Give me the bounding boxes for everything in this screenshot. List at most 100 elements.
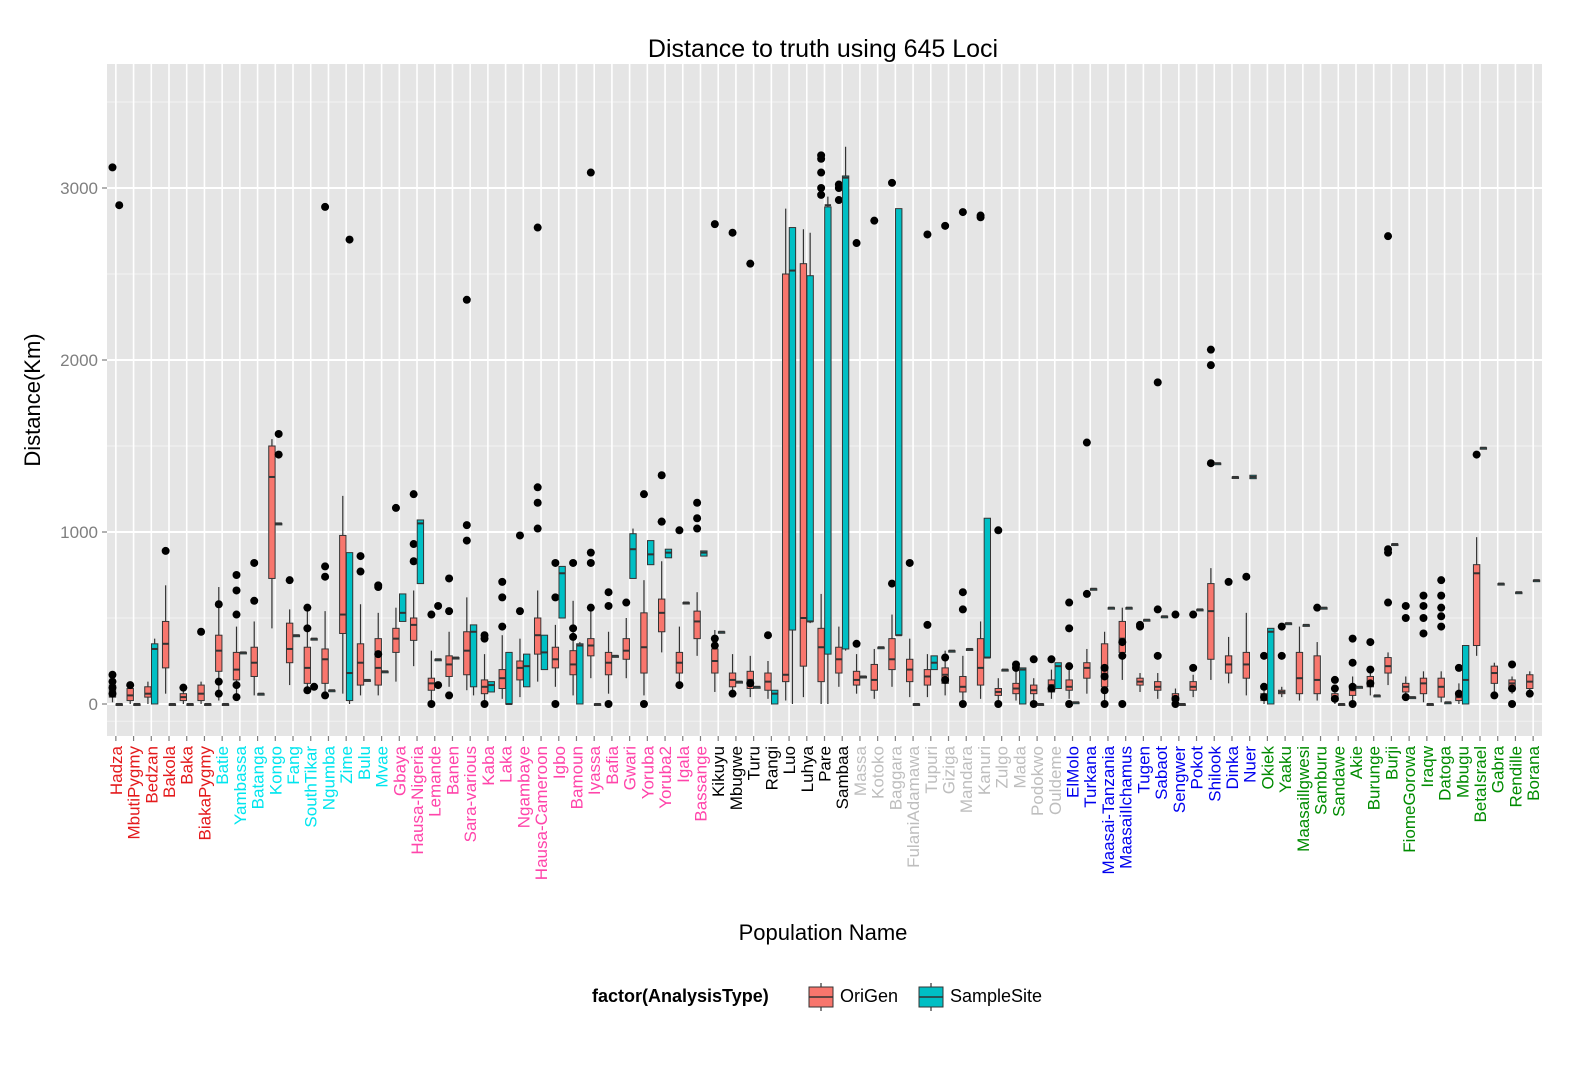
legend-title: factor(AnalysisType) <box>592 986 769 1006</box>
outlier-point <box>1277 651 1286 660</box>
box-SampleSite-Bafia <box>611 654 619 658</box>
x-tick-label: Banen <box>443 746 462 795</box>
box-SampleSite-Luhya <box>806 232 814 624</box>
outlier-point <box>923 230 932 239</box>
outlier-point <box>1047 655 1056 664</box>
outlier-point <box>994 526 1003 535</box>
box-OriGen-Mbugwe <box>728 228 737 698</box>
outlier-point <box>1313 603 1322 612</box>
outlier-point <box>115 201 124 210</box>
box-OriGen-Samburu <box>1313 603 1322 701</box>
x-tick-label: Rendille <box>1506 746 1525 807</box>
box-OriGen-MbutiPygmy <box>126 681 135 704</box>
box-OriGen-Kikuyu <box>710 220 719 692</box>
box-SampleSite-Mvae <box>381 670 389 674</box>
box-body <box>647 540 655 566</box>
outlier-point <box>958 208 967 217</box>
outlier-point <box>870 216 879 225</box>
x-tick-label: Fang <box>284 746 303 785</box>
box-SampleSite-Tugen <box>1143 618 1151 622</box>
outlier-point <box>586 603 595 612</box>
box-OriGen-MaasaiIlchamus <box>1118 607 1127 708</box>
x-tick-label: Ngambaye <box>514 746 533 828</box>
chart-title: Distance to truth using 645 Loci <box>648 35 998 63</box>
box-SampleSite-Datoga <box>1444 701 1452 705</box>
x-tick-label: Hadza <box>107 745 126 795</box>
box-body <box>1490 665 1499 684</box>
box-OriGen-Ouldeme <box>1047 655 1056 699</box>
outlier-point <box>214 677 223 686</box>
outlier-point <box>887 178 896 187</box>
outlier-point <box>498 593 507 602</box>
box-OriGen-Igala <box>675 526 684 690</box>
outlier-point <box>1419 601 1428 610</box>
box-OriGen-Sabaot <box>1153 378 1162 699</box>
outlier-point <box>409 490 418 499</box>
outlier-point <box>657 517 666 526</box>
outlier-point <box>108 677 117 686</box>
outlier-point <box>515 531 524 540</box>
box-SampleSite-Giziga <box>948 649 956 653</box>
x-tick-label: Laka <box>497 745 516 782</box>
outlier-point <box>1419 629 1428 638</box>
outlier-point <box>1082 438 1091 447</box>
box-SampleSite-Rendille <box>1515 591 1523 595</box>
box-body <box>285 622 294 664</box>
box-SampleSite-BetaIsrael <box>1479 446 1488 450</box>
outlier-point <box>445 607 454 616</box>
box-OriGen-Bafia <box>604 588 613 708</box>
box-SampleSite-Lemande <box>434 601 443 690</box>
x-tick-label: Bakola <box>160 745 179 798</box>
box-SampleSite-SouthTikar <box>310 637 319 691</box>
box-body <box>398 593 407 622</box>
box-OriGen-BetaIsrael <box>1472 450 1481 656</box>
outlier-point <box>427 700 436 708</box>
x-tick-label: Tugen <box>1134 746 1153 794</box>
x-tick-label: FulaniAdamawa <box>904 745 923 867</box>
x-tick-label: Sengwer <box>1170 746 1189 813</box>
box-body <box>409 617 418 641</box>
box-OriGen-Laka <box>498 577 507 699</box>
outlier-point <box>250 558 259 567</box>
x-tick-label: Samburu <box>1312 746 1331 815</box>
outlier-point <box>1171 610 1180 619</box>
outlier-point <box>108 683 117 692</box>
x-tick-label: Kaba <box>479 745 498 785</box>
box-SampleSite-Nuer <box>1249 474 1257 480</box>
box-OriGen-Iyassa <box>586 168 595 679</box>
outlier-point <box>693 498 702 507</box>
outlier-point <box>1384 548 1393 557</box>
box-body <box>693 610 701 640</box>
box-OriGen-Shilook <box>1206 345 1215 680</box>
box-OriGen-SouthTikar <box>303 603 312 695</box>
box-OriGen-Ngumba <box>321 202 330 700</box>
x-tick-label: Baka <box>178 745 197 784</box>
box-body <box>576 643 584 705</box>
box-SampleSite-Maasaillgwesi <box>1302 623 1310 627</box>
outlier-point <box>427 610 436 619</box>
box-SampleSite-Turkana <box>1089 587 1098 591</box>
box-body <box>463 631 471 676</box>
legend-label: SampleSite <box>950 986 1042 1006</box>
x-tick-label: Batie <box>213 746 232 785</box>
box-OriGen-Kongo <box>268 439 276 629</box>
outlier-point <box>1384 598 1393 607</box>
box-OriGen-Mbugu <box>1454 663 1463 704</box>
box-SampleSite-Kongo <box>274 429 283 526</box>
box-SampleSite-Maasai-Tanzania <box>1107 606 1116 610</box>
box-body <box>150 643 159 705</box>
outlier-point <box>639 490 648 499</box>
outlier-point <box>693 514 702 523</box>
box-body <box>895 208 903 636</box>
outlier-point <box>834 184 843 192</box>
outlier-point <box>958 605 967 614</box>
x-tick-label: Luhya <box>798 745 817 792</box>
outlier-point <box>197 627 206 636</box>
x-tick-label: Maasai-Tanzania <box>1099 745 1118 874</box>
box-SampleSite-Yaaku <box>1284 622 1293 626</box>
x-tick-label: Kikuyu <box>709 746 728 797</box>
legend: factor(AnalysisType) OriGen SampleSite <box>592 983 1042 1011</box>
box-SampleSite-Baggara <box>895 208 903 637</box>
outlier-point <box>179 683 188 692</box>
outlier-point <box>710 634 719 643</box>
